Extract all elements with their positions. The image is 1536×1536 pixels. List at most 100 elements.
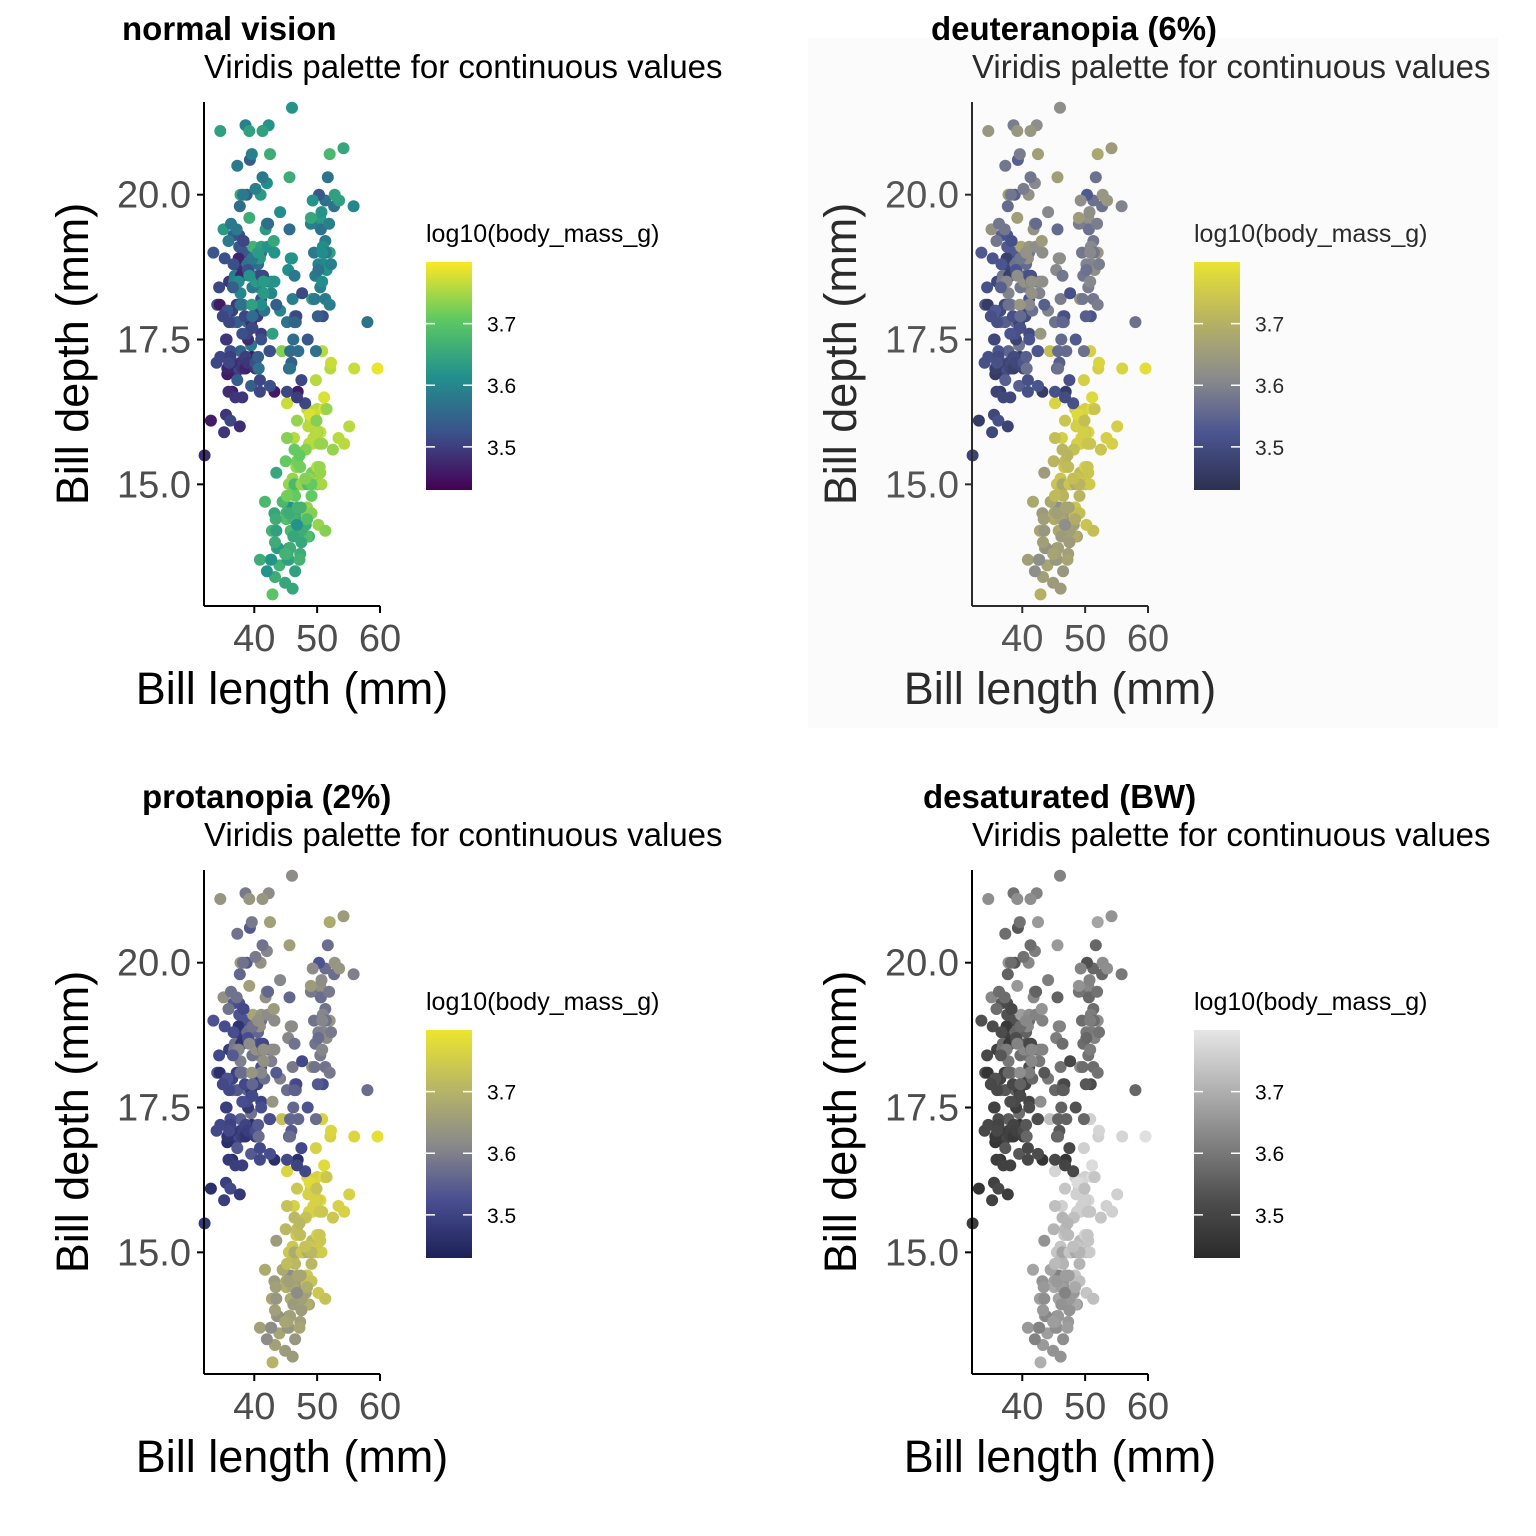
data-point [292, 345, 305, 358]
data-point [314, 466, 327, 479]
data-point [1094, 443, 1107, 456]
data-point [1064, 287, 1077, 300]
data-point [1047, 455, 1060, 468]
data-point [292, 1113, 305, 1126]
data-point [1091, 298, 1104, 311]
data-point [1047, 576, 1060, 589]
data-point [1116, 362, 1129, 375]
data-point [1050, 1275, 1063, 1288]
data-point [323, 217, 336, 230]
data-point [226, 1049, 239, 1062]
data-point [1129, 1084, 1142, 1097]
data-point [299, 472, 312, 485]
data-point [1032, 916, 1044, 929]
data-point [1038, 466, 1051, 479]
data-point [220, 1101, 233, 1114]
data-point [269, 1304, 281, 1317]
data-point [1027, 1263, 1039, 1276]
data-point [284, 1130, 297, 1143]
data-point [1091, 985, 1104, 998]
data-point [1002, 298, 1015, 311]
data-point [347, 968, 360, 981]
data-point [316, 1014, 329, 1027]
data-point [270, 466, 283, 479]
data-point [993, 217, 1005, 230]
data-point [1083, 974, 1096, 987]
data-point [321, 171, 334, 184]
data-point [293, 1321, 306, 1334]
y-axis-label: Bill depth (mm) [815, 971, 866, 1274]
data-point [981, 1049, 994, 1062]
data-point [281, 1200, 293, 1212]
y-tick-label: 15.0 [117, 464, 191, 506]
data-point [286, 1061, 299, 1073]
data-point [227, 1026, 240, 1039]
data-point [1049, 1165, 1061, 1178]
data-point [1054, 293, 1067, 305]
x-ticks: 40 50 60 [1001, 1374, 1169, 1428]
data-point [252, 1118, 265, 1131]
data-point [333, 962, 346, 975]
legend-title: log10(body_mass_g) [1194, 220, 1427, 248]
y-tick-label: 20.0 [885, 943, 959, 985]
data-point [1139, 1130, 1152, 1143]
data-point [284, 345, 297, 358]
data-point [1047, 1344, 1060, 1357]
data-point [1035, 235, 1048, 247]
y-ticks: 15.0 17.5 20.0 [117, 175, 204, 506]
data-point [1069, 513, 1082, 526]
scatter-points [966, 869, 1152, 1369]
data-point [225, 217, 237, 230]
legend-break-label: 3.6 [1255, 375, 1284, 398]
data-point [309, 426, 322, 439]
data-point [311, 310, 324, 323]
data-point [281, 1257, 293, 1270]
data-point [214, 125, 227, 137]
data-point [1050, 507, 1063, 520]
data-point [1028, 1333, 1041, 1346]
data-point [1024, 939, 1037, 952]
data-point [236, 1095, 249, 1108]
panel-subtitle: Viridis palette for continuous values [204, 816, 723, 853]
data-point [289, 565, 302, 578]
data-point [319, 1292, 332, 1305]
data-point [270, 524, 283, 537]
data-point [1043, 1113, 1056, 1126]
panel-title: desaturated (BW) [923, 778, 1196, 815]
data-point [268, 275, 281, 288]
data-point [252, 350, 265, 363]
data-point [320, 1171, 333, 1183]
data-point [255, 333, 268, 346]
data-point [1083, 1246, 1096, 1259]
data-point [1056, 316, 1069, 329]
data-point [1061, 553, 1074, 566]
data-point [310, 414, 323, 427]
data-point [243, 979, 256, 992]
data-point [286, 1020, 298, 1033]
y-tick-label: 15.0 [885, 464, 959, 506]
data-point [1051, 939, 1064, 952]
data-point [304, 979, 317, 992]
data-point [1042, 206, 1055, 219]
data-point [1038, 524, 1051, 537]
data-point [245, 916, 258, 929]
data-point [1013, 379, 1026, 392]
data-point [1101, 962, 1114, 975]
data-point [995, 258, 1008, 271]
data-point [1001, 420, 1014, 433]
data-point [1017, 950, 1030, 963]
data-point [237, 188, 249, 201]
data-point [270, 1066, 283, 1079]
data-point [1025, 275, 1038, 288]
x-axis-label: Bill length (mm) [904, 663, 1217, 714]
data-point [293, 449, 306, 462]
data-point [1030, 217, 1043, 230]
data-point [986, 1194, 999, 1207]
data-point [1021, 553, 1034, 566]
data-point [233, 968, 246, 981]
data-point [270, 298, 283, 311]
data-point [301, 1281, 314, 1294]
data-point [1038, 1234, 1051, 1247]
data-point [1105, 142, 1118, 155]
data-point [213, 1049, 226, 1062]
